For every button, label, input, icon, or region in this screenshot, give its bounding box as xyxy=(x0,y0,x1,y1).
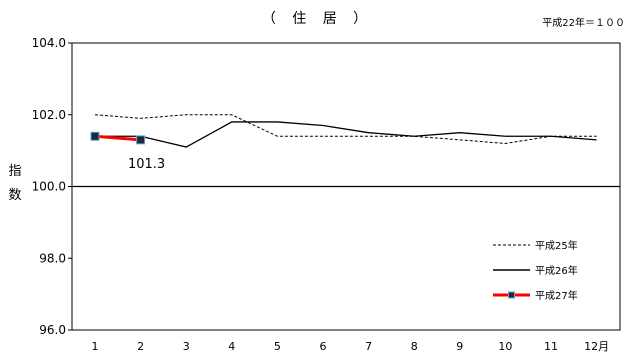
x-tick-label: 11 xyxy=(544,340,558,353)
y-axis-label: 指数 xyxy=(8,164,22,203)
x-tick-label: 10 xyxy=(498,340,512,353)
x-tick-label: 6 xyxy=(320,340,327,353)
x-tick-label: 3 xyxy=(183,340,190,353)
y-tick-label: 96.0 xyxy=(39,323,66,337)
legend-h26-label: 平成26年 xyxy=(535,264,578,277)
legend-h27-marker xyxy=(508,291,515,299)
series-h27-marker xyxy=(136,135,146,145)
data-label-101-3: 101.3 xyxy=(128,157,165,172)
y-tick-label: 98.0 xyxy=(39,251,66,265)
x-tick-label: 5 xyxy=(274,340,281,353)
chart-title: （ 住 居 ） xyxy=(261,11,374,27)
y-tick-label: 102.0 xyxy=(32,108,66,122)
x-tick-label: 12月 xyxy=(584,340,609,353)
series-h25-line xyxy=(94,114,597,144)
x-tick-label: 7 xyxy=(365,340,372,353)
y-tick-label: 104.0 xyxy=(32,36,66,50)
x-tick-label: 1 xyxy=(92,340,99,353)
series-h27-marker xyxy=(90,131,100,141)
legend-h27-label: 平成27年 xyxy=(535,289,578,302)
base-year-note: 平成22年＝１００ xyxy=(542,18,625,29)
x-tick-label: 2 xyxy=(137,340,144,353)
series-h27-line xyxy=(94,134,141,142)
series-h26-line xyxy=(95,121,597,148)
x-tick-label: 4 xyxy=(228,340,235,353)
y-tick-label: 100.0 xyxy=(32,180,66,194)
x-tick-label: 9 xyxy=(456,340,463,353)
x-tick-label: 8 xyxy=(411,340,418,353)
legend-h25-label: 平成25年 xyxy=(535,239,578,252)
